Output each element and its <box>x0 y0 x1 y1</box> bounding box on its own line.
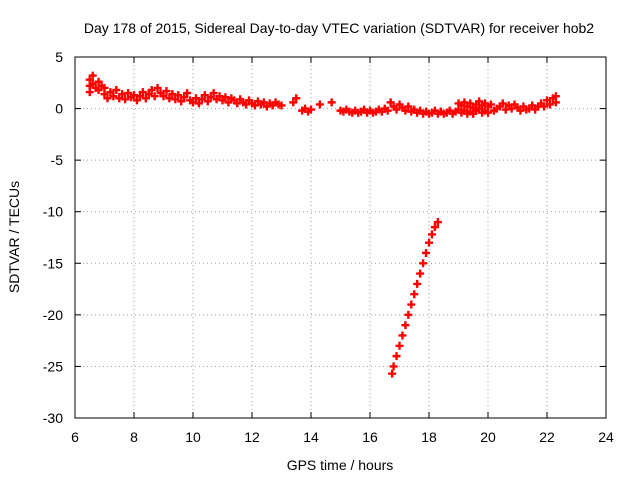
data-point <box>203 97 212 106</box>
data-points <box>85 71 560 378</box>
data-point <box>183 89 192 98</box>
y-tick-label: 5 <box>55 49 63 65</box>
data-point <box>404 310 413 319</box>
data-point <box>392 352 401 361</box>
data-point <box>315 100 324 109</box>
data-point <box>543 96 551 105</box>
data-point <box>224 98 233 107</box>
data-point <box>144 90 153 99</box>
data-point <box>277 101 286 110</box>
x-tick-label: 22 <box>539 429 555 445</box>
data-point <box>545 100 554 109</box>
data-point <box>132 96 141 105</box>
data-point <box>209 89 218 98</box>
data-point <box>484 108 492 117</box>
x-tick-label: 20 <box>480 429 496 445</box>
data-point <box>416 269 425 278</box>
x-tick-label: 18 <box>421 429 437 445</box>
data-point <box>112 86 121 95</box>
data-point <box>389 362 398 371</box>
y-tick-label: -5 <box>51 152 64 168</box>
data-point <box>383 106 392 115</box>
data-point <box>159 92 168 101</box>
data-point <box>197 95 206 104</box>
data-point <box>180 93 189 102</box>
data-point <box>551 92 560 101</box>
data-point <box>498 99 507 108</box>
data-point <box>413 279 422 288</box>
data-point <box>422 248 431 257</box>
data-point <box>88 71 97 80</box>
y-tick-label: -30 <box>43 410 63 426</box>
data-point <box>430 223 439 232</box>
y-tick-label: -10 <box>43 204 63 220</box>
x-tick-label: 12 <box>244 429 260 445</box>
y-tick-label: -25 <box>43 358 63 374</box>
data-point <box>174 91 183 100</box>
data-point <box>124 89 133 98</box>
data-point <box>419 259 428 268</box>
data-point <box>109 92 118 101</box>
data-point <box>150 92 159 101</box>
y-tick-label: -20 <box>43 307 63 323</box>
y-tick-label: 0 <box>55 101 63 117</box>
data-point <box>433 218 442 227</box>
data-point <box>410 290 419 299</box>
data-point <box>121 95 130 104</box>
x-tick-label: 10 <box>185 429 201 445</box>
data-point <box>194 99 203 108</box>
data-point <box>94 77 103 86</box>
data-point <box>427 230 436 239</box>
data-point <box>85 88 94 97</box>
x-tick-label: 16 <box>362 429 378 445</box>
data-point <box>103 94 112 103</box>
data-point <box>88 79 97 88</box>
data-point <box>200 91 209 100</box>
axis-ticks: 6 8 10 12 14 16 18 20 22 24 5 0 -5 -10 -15 -20 -25 -30 <box>43 49 614 445</box>
data-point <box>289 98 298 107</box>
data-point <box>386 98 395 107</box>
data-point <box>388 369 397 378</box>
data-point <box>106 88 115 97</box>
data-point <box>138 88 147 97</box>
data-point <box>94 86 103 95</box>
data-point <box>153 83 162 92</box>
data-point <box>404 102 413 111</box>
data-point <box>540 102 549 111</box>
data-point <box>171 95 180 104</box>
x-tick-label: 24 <box>598 429 614 445</box>
x-tick-label: 6 <box>71 429 79 445</box>
data-point <box>292 94 301 103</box>
data-point <box>327 98 336 107</box>
data-point <box>407 300 416 309</box>
data-point <box>177 97 186 106</box>
data-point <box>100 83 109 92</box>
data-point <box>141 94 150 103</box>
data-point <box>475 97 484 106</box>
x-tick-label: 8 <box>130 429 138 445</box>
data-point <box>206 93 215 102</box>
plot-frame <box>74 56 607 419</box>
y-axis-label: SDTVAR / TECUs <box>6 181 22 293</box>
data-point <box>486 100 495 109</box>
data-point <box>162 87 171 96</box>
data-point <box>425 238 433 247</box>
x-axis-label: GPS time / hours <box>287 457 394 473</box>
data-point <box>392 105 401 114</box>
data-point <box>135 92 144 101</box>
data-point <box>147 86 156 95</box>
data-point <box>395 341 404 350</box>
data-point <box>398 331 407 340</box>
y-tick-label: -15 <box>43 255 63 271</box>
data-point <box>401 321 410 330</box>
x-tick-label: 14 <box>303 429 319 445</box>
chart-title: Day 178 of 2015, Sidereal Day-to-day VTE… <box>84 20 594 36</box>
data-point <box>307 105 315 114</box>
